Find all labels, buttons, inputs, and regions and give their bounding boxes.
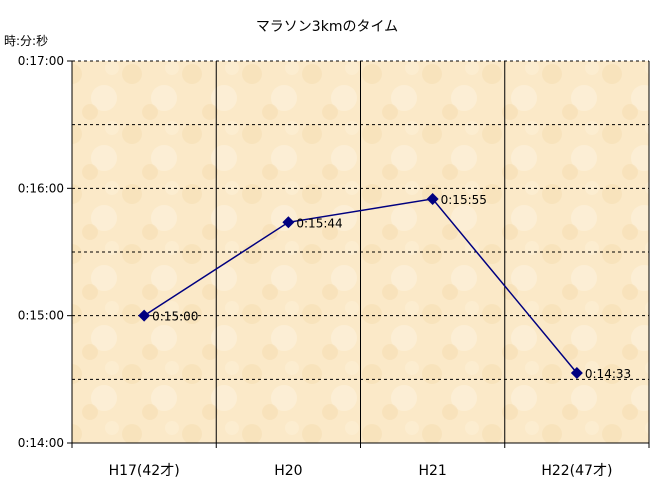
series-line: [143, 198, 578, 374]
series-group: 0:15:00 0:15:44 0:15:55 0:14:33: [138, 192, 631, 381]
x-tick-label: H17(42才): [109, 463, 180, 479]
x-tick-label: H21: [418, 463, 446, 479]
data-label: 0:15:44: [296, 216, 342, 230]
data-point-marker: [282, 216, 295, 229]
data-label: 0:15:00: [152, 310, 198, 324]
y-tick-label: 0:16:00: [18, 181, 64, 195]
data-label: 0:14:33: [585, 367, 631, 381]
data-point-marker: [138, 309, 151, 322]
data-point-marker: [426, 192, 439, 205]
y-tick-label: 0:14:00: [18, 436, 64, 450]
y-tick-label: 0:17:00: [18, 54, 64, 68]
y-axis-label: 時:分:秒: [4, 34, 48, 48]
data-point-marker: [570, 366, 583, 379]
y-tick-label: 0:15:00: [18, 309, 64, 323]
chart-title: マラソン3kmのタイム: [256, 19, 398, 35]
x-tick-label: H20: [274, 463, 302, 479]
data-label: 0:15:55: [441, 193, 487, 207]
tick-labels: 0:14:00 0:15:00 0:16:00 0:17:00 H17(42才) H20 H…: [18, 54, 650, 479]
x-tick-label: H22(47才): [541, 463, 612, 479]
